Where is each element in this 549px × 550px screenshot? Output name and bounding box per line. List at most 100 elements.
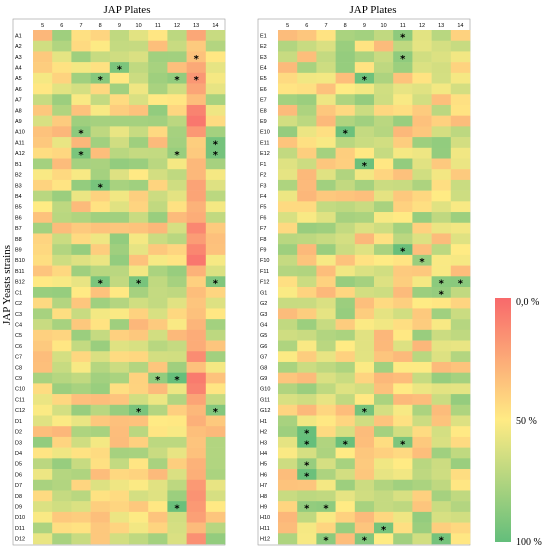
heatmap-cell <box>297 169 317 181</box>
heatmap-cell <box>205 126 226 138</box>
heatmap-cell <box>71 233 91 245</box>
heatmap-cell <box>52 158 72 170</box>
heatmap-cell <box>450 115 471 127</box>
heatmap-cell <box>186 233 207 245</box>
heatmap-cell <box>167 426 187 438</box>
heatmap-cell <box>186 62 207 74</box>
heatmap-cell <box>374 308 394 320</box>
heatmap-cell <box>393 490 413 502</box>
heatmap-cell <box>109 244 130 256</box>
heatmap-cell <box>393 329 413 341</box>
heatmap-cell <box>167 469 187 481</box>
heatmap-cell <box>431 490 452 502</box>
heatmap-cell <box>90 104 111 116</box>
row-tick-label: A3 <box>15 55 22 61</box>
heatmap-cell <box>412 404 432 416</box>
heatmap-cell <box>316 447 336 459</box>
heatmap-cell <box>129 169 149 181</box>
heatmap-cell <box>148 469 168 481</box>
heatmap-cell <box>316 469 336 481</box>
heatmap-cell <box>148 340 168 352</box>
heatmap-cell <box>109 522 130 534</box>
heatmap-cell <box>450 276 471 288</box>
heatmap-cell <box>205 212 226 224</box>
heatmap-cell <box>205 340 226 352</box>
heatmap-cell <box>316 83 336 95</box>
heatmap-cell <box>90 340 111 352</box>
heatmap-cell <box>316 147 336 159</box>
significance-star: * <box>362 75 368 86</box>
heatmap-cell <box>450 126 471 138</box>
heatmap-cell <box>33 372 53 384</box>
heatmap-cell <box>33 479 53 491</box>
heatmap-cell <box>52 212 72 224</box>
heatmap-cell <box>129 254 149 266</box>
row-tick-label: A5 <box>15 76 22 82</box>
heatmap-cell <box>33 104 53 116</box>
heatmap-cell <box>90 147 111 159</box>
heatmap-cell <box>109 372 130 384</box>
heatmap-cell <box>316 30 336 42</box>
heatmap-cell <box>431 501 452 513</box>
heatmap-cell <box>412 265 432 277</box>
heatmap-cell <box>450 169 471 181</box>
row-tick-label: B1 <box>15 162 22 168</box>
heatmap-cell <box>374 394 394 406</box>
heatmap-cell <box>109 533 130 545</box>
heatmap-cell <box>52 276 72 288</box>
heatmap-cell <box>316 415 336 427</box>
heatmap-cell <box>33 265 53 277</box>
heatmap-cell <box>316 158 336 170</box>
heatmap-cell <box>186 319 207 331</box>
heatmap-cell <box>167 479 187 491</box>
heatmap-cell <box>129 522 149 534</box>
heatmap-cell <box>412 83 432 95</box>
heatmap-cell <box>186 533 207 545</box>
heatmap-cell <box>109 72 130 84</box>
heatmap-cell <box>33 233 53 245</box>
heatmap-cell <box>450 383 471 395</box>
heatmap-cell <box>148 308 168 320</box>
heatmap-cell <box>129 147 149 159</box>
heatmap-cell <box>33 244 53 256</box>
heatmap-cell <box>297 404 317 416</box>
heatmap-cell <box>71 30 91 42</box>
column-tick-label: 13 <box>438 23 444 29</box>
heatmap-cell <box>205 522 226 534</box>
row-tick-label: E4 <box>260 65 267 71</box>
heatmap-cell <box>148 372 168 384</box>
heatmap-cell <box>167 511 187 523</box>
heatmap-cell <box>374 137 394 149</box>
heatmap-cell <box>412 287 432 299</box>
heatmap-cell <box>354 340 375 352</box>
heatmap-cell <box>90 297 111 309</box>
heatmap-cell <box>412 469 432 481</box>
heatmap-cell <box>278 83 298 95</box>
row-tick-label: E10 <box>260 130 270 136</box>
heatmap-cell <box>316 404 336 416</box>
heatmap-cell <box>205 394 226 406</box>
heatmap-cell <box>450 201 471 213</box>
row-tick-label: C4 <box>15 322 22 328</box>
column-tick-label: 14 <box>212 23 218 29</box>
column-tick-label: 7 <box>79 23 82 29</box>
heatmap-cell <box>316 501 336 513</box>
heatmap-cell <box>186 447 207 459</box>
heatmap-cell <box>412 426 432 438</box>
heatmap-cell <box>316 458 336 470</box>
heatmap-cell <box>71 372 91 384</box>
heatmap-cell <box>393 72 413 84</box>
heatmap-cell <box>71 126 91 138</box>
heatmap-cell <box>205 501 226 513</box>
heatmap-cell <box>412 115 432 127</box>
heatmap-cell <box>129 490 149 502</box>
heatmap-cell <box>90 308 111 320</box>
heatmap-cell <box>335 351 356 363</box>
heatmap-cell <box>297 319 317 331</box>
heatmap-cell <box>205 361 226 373</box>
heatmap-cell <box>52 265 72 277</box>
heatmap-cell <box>129 404 149 416</box>
heatmap-cell <box>148 522 168 534</box>
heatmap-cell <box>167 340 187 352</box>
